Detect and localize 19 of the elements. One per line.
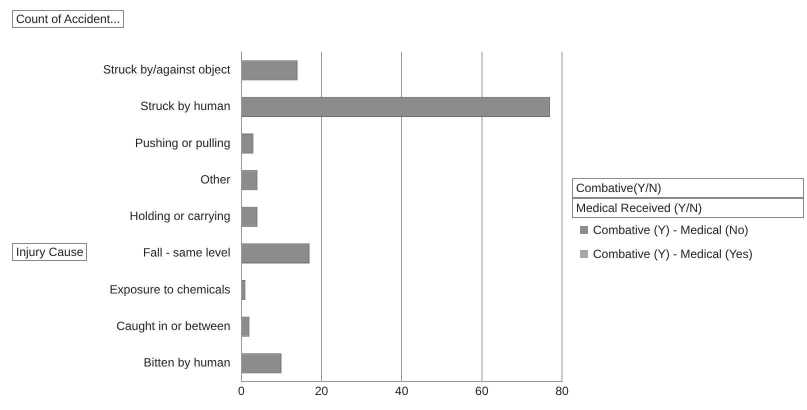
y-axis-title: Injury Cause <box>12 243 88 261</box>
y-tick-label: Pushing or pulling <box>134 136 230 150</box>
x-tick-label: 40 <box>395 384 409 398</box>
y-tick-label: Exposure to chemicals <box>110 282 230 296</box>
y-tick-label: Other <box>200 172 230 186</box>
y-tick-label: Bitten by human <box>144 356 230 370</box>
y-tick-label: Struck by human <box>140 99 230 114</box>
x-tick-label: 0 <box>238 384 246 398</box>
y-tick-label: Fall - same level <box>143 246 230 260</box>
x-tick-label: 60 <box>475 384 489 398</box>
x-tick-label: 80 <box>555 384 569 398</box>
text: Count of Accident... <box>12 10 124 28</box>
legend-label: Combative (Y) - Medical (No) <box>593 223 748 237</box>
y-tick-label: Struck by/against object <box>102 62 232 77</box>
y-tick-label: Caught in or between <box>116 318 230 333</box>
legend-label: Combative (Y) - Medical (Yes) <box>593 247 753 261</box>
y-tick-label: Holding or carrying <box>130 209 230 224</box>
legend-title: Combative(Y/N) Medical Received (Y/N) <box>575 180 704 217</box>
x-tick-label: 20 <box>314 384 329 398</box>
